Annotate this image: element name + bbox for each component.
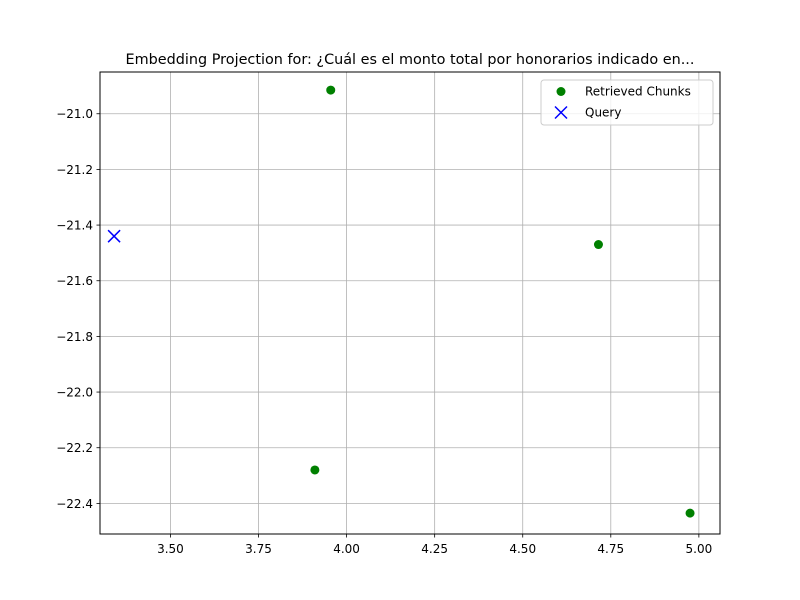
query-point <box>107 229 121 243</box>
y-tick-label: −21.0 <box>56 107 93 121</box>
x-tick-label: 4.75 <box>597 542 624 556</box>
retrieved-chunk-point <box>593 240 603 250</box>
y-tick-label: −21.8 <box>56 330 93 344</box>
y-tick-label: −21.6 <box>56 274 93 288</box>
y-tick-label: −22.4 <box>56 497 93 511</box>
x-tick-label: 5.00 <box>686 542 713 556</box>
x-tick-label: 4.00 <box>333 542 360 556</box>
plot-area-frame <box>99 71 721 535</box>
x-tick-label: 3.75 <box>245 542 272 556</box>
retrieved-chunk-point <box>685 508 695 518</box>
y-tick-label: −21.4 <box>56 219 93 233</box>
x-tick-label: 4.25 <box>421 542 448 556</box>
retrieved-chunk-point <box>326 85 336 95</box>
data-points <box>107 85 695 518</box>
legend-box <box>540 79 714 126</box>
legend-marker-query <box>554 105 568 120</box>
x-tick-label: 3.50 <box>157 542 184 556</box>
y-tick-label: −21.2 <box>56 163 93 177</box>
y-tick-label: −22.0 <box>56 386 93 400</box>
y-tick-label: −22.2 <box>56 441 93 455</box>
retrieved-chunk-point <box>310 465 320 475</box>
legend: Retrieved Chunks Query <box>540 79 714 126</box>
axis-ticks: 3.50 3.75 4.00 4.25 4.50 4.75 5.00 −21.0 −21.2 −2… <box>56 107 712 556</box>
grid <box>100 72 720 534</box>
legend-marker-retrieved-chunks <box>556 87 566 96</box>
chart-title: Embedding Projection for: ¿Cuál es el mo… <box>126 52 695 68</box>
x-tick-label: 4.50 <box>509 542 536 556</box>
legend-label-query: Query <box>585 106 621 120</box>
legend-label-retrieved-chunks: Retrieved Chunks <box>585 85 691 99</box>
